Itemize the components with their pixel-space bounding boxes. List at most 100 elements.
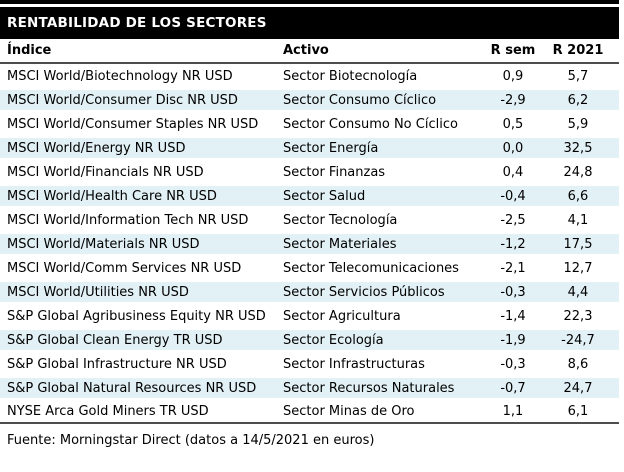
cell-activo: Sector Tecnología xyxy=(283,212,398,228)
cell-r-sem: 1,1 xyxy=(483,400,543,424)
cell-r-2021: -24,7 xyxy=(543,328,613,352)
cell-r-2021: 5,9 xyxy=(567,116,589,132)
cell-activo: Sector Ecología xyxy=(283,328,483,352)
cell-indice: MSCI World/Energy NR USD xyxy=(0,136,283,160)
cell-r-sem: -2,5 xyxy=(500,212,526,228)
cell-r-sem: 0,4 xyxy=(502,164,524,180)
cell-activo: Sector Materiales xyxy=(283,232,483,256)
cell-spacer xyxy=(613,184,619,208)
cell-indice: S&P Global Agribusiness Equity NR USD xyxy=(7,308,266,324)
table-row: MSCI World/Comm Services NR USD Sector Te… xyxy=(0,256,619,280)
cell-r-sem: 0,0 xyxy=(483,136,543,160)
cell-indice: S&P Global Clean Energy TR USD xyxy=(0,328,283,352)
cell-spacer xyxy=(613,376,619,400)
cell-r-2021: 17,5 xyxy=(543,232,613,256)
cell-indice: NYSE Arca Gold Miners TR USD xyxy=(0,400,283,424)
table-row: MSCI World/Biotechnology NR USD Sector Bi… xyxy=(0,64,619,88)
top-border-rule xyxy=(0,0,619,4)
cell-indice: MSCI World/Comm Services NR USD xyxy=(7,260,242,276)
cell-activo: Sector Minas de Oro xyxy=(283,400,483,424)
table-row: S&P Global Clean Energy TR USD Sector Eco… xyxy=(0,328,619,352)
cell-activo: Sector Consumo No Cíclico xyxy=(283,116,458,132)
cell-r-2021: 8,6 xyxy=(567,356,589,372)
cell-r-sem: 0,5 xyxy=(502,116,524,132)
cell-activo: Sector Biotecnología xyxy=(283,68,418,84)
cell-r-sem: -0,4 xyxy=(483,184,543,208)
cell-activo: Sector Telecomunicaciones xyxy=(283,260,459,276)
cell-r-sem: -1,2 xyxy=(483,232,543,256)
cell-activo: Sector Agricultura xyxy=(283,308,401,324)
cell-indice: MSCI World/Information Tech NR USD xyxy=(7,212,249,228)
cell-r-sem: -0,3 xyxy=(483,280,543,304)
column-header-r-sem: R sem xyxy=(483,39,543,64)
table-row: MSCI World/Materials NR USD Sector Materi… xyxy=(0,232,619,256)
cell-r-sem: -1,9 xyxy=(483,328,543,352)
cell-indice: MSCI World/Health Care NR USD xyxy=(0,184,283,208)
report-title: RENTABILIDAD DE LOS SECTORES xyxy=(0,7,619,39)
sector-returns-report: RENTABILIDAD DE LOS SECTORES Índice Acti… xyxy=(0,0,619,448)
table-row: NYSE Arca Gold Miners TR USD Sector Minas… xyxy=(0,400,619,424)
table-row: MSCI World/Utilities NR USD Sector Servic… xyxy=(0,280,619,304)
cell-indice: MSCI World/Consumer Disc NR USD xyxy=(0,88,283,112)
cell-r-sem: -0,7 xyxy=(483,376,543,400)
table-row: S&P Global Natural Resources NR USD Secto… xyxy=(0,376,619,400)
cell-indice: S&P Global Infrastructure NR USD xyxy=(7,356,227,372)
cell-indice: S&P Global Natural Resources NR USD xyxy=(0,376,283,400)
column-header-activo: Activo xyxy=(283,39,483,64)
cell-spacer xyxy=(613,88,619,112)
column-header-spacer xyxy=(613,39,619,64)
cell-r-sem: -1,4 xyxy=(500,308,526,324)
cell-activo: Sector Energía xyxy=(283,136,483,160)
cell-r-2021: 12,7 xyxy=(563,260,593,276)
cell-r-sem: -2,1 xyxy=(500,260,526,276)
cell-spacer xyxy=(613,256,619,280)
cell-activo: Sector Finanzas xyxy=(283,164,386,180)
cell-r-2021: 24,8 xyxy=(563,164,593,180)
table-row: MSCI World/Energy NR USD Sector Energía 0,… xyxy=(0,136,619,160)
cell-indice: MSCI World/Financials NR USD xyxy=(7,164,204,180)
cell-spacer xyxy=(613,232,619,256)
cell-r-2021: 22,3 xyxy=(563,308,593,324)
cell-r-sem: 0,9 xyxy=(502,68,524,84)
column-header-r-2021: R 2021 xyxy=(543,39,613,64)
cell-r-sem: -0,3 xyxy=(500,356,526,372)
cell-indice: MSCI World/Biotechnology NR USD xyxy=(7,68,233,84)
cell-indice: MSCI World/Materials NR USD xyxy=(0,232,283,256)
cell-spacer xyxy=(613,208,619,232)
table-row: S&P Global Agribusiness Equity NR USD Sec… xyxy=(0,304,619,328)
cell-spacer xyxy=(613,160,619,184)
table-header-row: Índice Activo R sem R 2021 xyxy=(0,39,619,64)
cell-r-2021: 6,6 xyxy=(543,184,613,208)
cell-r-2021: 32,5 xyxy=(543,136,613,160)
cell-activo: Sector Infrastructuras xyxy=(283,356,425,372)
table-row: S&P Global Infrastructure NR USD Sector I… xyxy=(0,352,619,376)
cell-r-2021: 4,1 xyxy=(567,212,589,228)
cell-spacer xyxy=(613,280,619,304)
cell-r-2021: 4,4 xyxy=(543,280,613,304)
column-header-indice: Índice xyxy=(0,39,283,64)
sector-returns-table: Índice Activo R sem R 2021 MSCI World/Bi… xyxy=(0,39,619,424)
cell-indice: MSCI World/Utilities NR USD xyxy=(0,280,283,304)
cell-indice: MSCI World/Consumer Staples NR USD xyxy=(7,116,259,132)
cell-r-2021: 24,7 xyxy=(543,376,613,400)
source-footnote: Fuente: Morningstar Direct (datos a 14/5… xyxy=(7,433,375,448)
cell-r-sem: -2,9 xyxy=(483,88,543,112)
table-row: MSCI World/Information Tech NR USD Sector… xyxy=(0,208,619,232)
cell-spacer xyxy=(613,112,619,136)
cell-spacer xyxy=(613,304,619,328)
cell-spacer xyxy=(613,136,619,160)
cell-spacer xyxy=(613,400,619,424)
cell-spacer xyxy=(613,64,619,88)
table-row: MSCI World/Financials NR USD Sector Finan… xyxy=(0,160,619,184)
table-row: MSCI World/Health Care NR USD Sector Salu… xyxy=(0,184,619,208)
cell-activo: Sector Consumo Cíclico xyxy=(283,88,483,112)
cell-activo: Sector Recursos Naturales xyxy=(283,376,483,400)
table-row: MSCI World/Consumer Disc NR USD Sector Co… xyxy=(0,88,619,112)
cell-activo: Sector Servicios Públicos xyxy=(283,280,483,304)
table-row: MSCI World/Consumer Staples NR USD Sector… xyxy=(0,112,619,136)
cell-spacer xyxy=(613,352,619,376)
cell-r-2021: 5,7 xyxy=(567,68,589,84)
cell-activo: Sector Salud xyxy=(283,184,483,208)
cell-r-2021: 6,1 xyxy=(543,400,613,424)
cell-spacer xyxy=(613,328,619,352)
